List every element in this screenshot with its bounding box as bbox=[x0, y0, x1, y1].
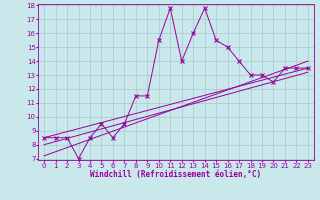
X-axis label: Windchill (Refroidissement éolien,°C): Windchill (Refroidissement éolien,°C) bbox=[91, 170, 261, 179]
